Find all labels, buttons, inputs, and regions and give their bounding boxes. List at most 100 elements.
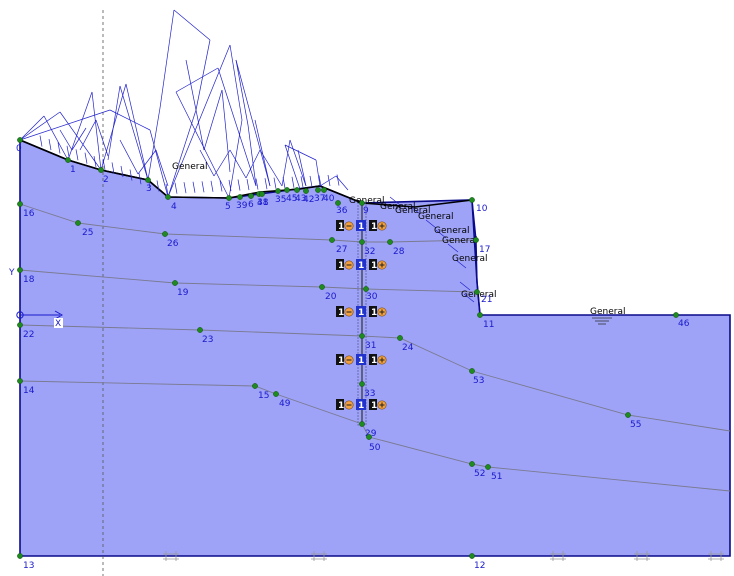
node-point[interactable]: [359, 333, 365, 339]
node-point[interactable]: [321, 187, 327, 193]
load-vector: [149, 129, 169, 198]
load-arrow: [273, 177, 277, 189]
anchor-badge-right[interactable]: 1: [369, 354, 387, 366]
anchor-badge-center[interactable]: 1: [356, 306, 366, 318]
node-point[interactable]: [469, 461, 475, 467]
anchor-badge-left[interactable]: 1: [336, 259, 354, 271]
node-point[interactable]: [248, 193, 254, 199]
anchor-badge-right[interactable]: 1: [369, 399, 387, 411]
anchor-number: 1: [338, 356, 344, 366]
node-point[interactable]: [485, 464, 491, 470]
node-point[interactable]: [259, 191, 265, 197]
node-point[interactable]: [17, 137, 23, 143]
node-point[interactable]: [387, 239, 393, 245]
node-point[interactable]: [275, 188, 281, 194]
anchor-badge-left[interactable]: 1: [336, 399, 354, 411]
load-arrow: [219, 180, 223, 192]
anchor-badge-left[interactable]: 1: [336, 220, 354, 232]
node-point[interactable]: [673, 312, 679, 318]
node-point[interactable]: [75, 220, 81, 226]
node-label: 29: [365, 429, 377, 439]
load-vector: [19, 115, 45, 141]
load-arrow: [447, 243, 459, 253]
load-arrow: [246, 178, 250, 191]
node-point[interactable]: [359, 200, 365, 206]
anchor-badge-left[interactable]: 1: [336, 354, 354, 366]
node-point[interactable]: [366, 434, 372, 440]
anchor-number: 1: [371, 222, 377, 232]
node-point[interactable]: [469, 553, 475, 559]
load-arrow: [210, 180, 214, 192]
anchor-badge-center[interactable]: 1: [356, 220, 366, 232]
anchor-number: 1: [371, 308, 377, 318]
node-point[interactable]: [319, 284, 325, 290]
load-label: General: [349, 196, 384, 206]
anchor-badge-left[interactable]: 1: [336, 306, 354, 318]
node-point[interactable]: [625, 412, 631, 418]
load-vector: [119, 85, 149, 181]
anchor-number: 1: [371, 401, 377, 411]
node-point[interactable]: [469, 368, 475, 374]
load-vector: [284, 144, 317, 161]
node-label: 49: [279, 399, 291, 409]
node-point[interactable]: [145, 177, 151, 183]
node-point[interactable]: [165, 194, 171, 200]
node-point[interactable]: [17, 201, 23, 207]
load-arrow: [255, 178, 259, 190]
anchor-badge-right[interactable]: 1: [369, 306, 387, 318]
node-point[interactable]: [273, 391, 279, 397]
node-point[interactable]: [474, 289, 480, 295]
node-point[interactable]: [98, 167, 104, 173]
node-label: 17: [479, 245, 490, 255]
node-point[interactable]: [226, 195, 232, 201]
load-vector: [199, 149, 215, 177]
anchor-badge-center[interactable]: 1: [356, 354, 366, 366]
load-arrow: [435, 229, 447, 239]
node-point[interactable]: [303, 188, 309, 194]
node-point[interactable]: [237, 194, 243, 200]
node-point[interactable]: [315, 187, 321, 193]
anchor-badges[interactable]: 1 1 11 1 11 1 11 1 11 1 1: [336, 220, 387, 411]
node-point[interactable]: [473, 237, 479, 243]
node-point[interactable]: [363, 286, 369, 292]
node-point[interactable]: [172, 280, 178, 286]
node-point[interactable]: [294, 187, 300, 193]
node-point[interactable]: [17, 267, 23, 273]
node-point[interactable]: [359, 381, 365, 387]
load-arrow: [57, 142, 61, 154]
node-point[interactable]: [359, 421, 365, 427]
anchor-number: 1: [338, 222, 344, 232]
load-vector: [67, 91, 93, 161]
node-point[interactable]: [17, 322, 23, 328]
load-arrow: [455, 259, 467, 269]
node-point[interactable]: [397, 335, 403, 341]
node-label: 9: [363, 206, 369, 216]
anchor-badge-center[interactable]: 1: [356, 399, 366, 411]
node-point[interactable]: [335, 200, 341, 206]
node-point[interactable]: [162, 231, 168, 237]
anchor-badge-center[interactable]: 1: [356, 259, 366, 271]
node-label: 11: [483, 320, 494, 330]
node-label: 26: [167, 239, 179, 249]
node-point[interactable]: [65, 157, 71, 163]
anchor-badge-right[interactable]: 1: [369, 220, 387, 232]
node-label: 22: [23, 330, 34, 340]
node-point[interactable]: [477, 312, 483, 318]
anchor-badge-right[interactable]: 1: [369, 259, 387, 271]
load-vector: [137, 149, 157, 175]
node-point[interactable]: [17, 378, 23, 384]
load-arrow: [463, 293, 475, 303]
node-point[interactable]: [284, 187, 290, 193]
node-point[interactable]: [197, 327, 203, 333]
node-label: 46: [678, 319, 690, 329]
node-point[interactable]: [329, 237, 335, 243]
node-point[interactable]: [469, 197, 475, 203]
node-point[interactable]: [359, 239, 365, 245]
load-vector: [185, 59, 205, 151]
node-point[interactable]: [252, 383, 258, 389]
load-vector: [95, 119, 109, 157]
load-arrow: [111, 162, 115, 174]
node-point[interactable]: [17, 553, 23, 559]
